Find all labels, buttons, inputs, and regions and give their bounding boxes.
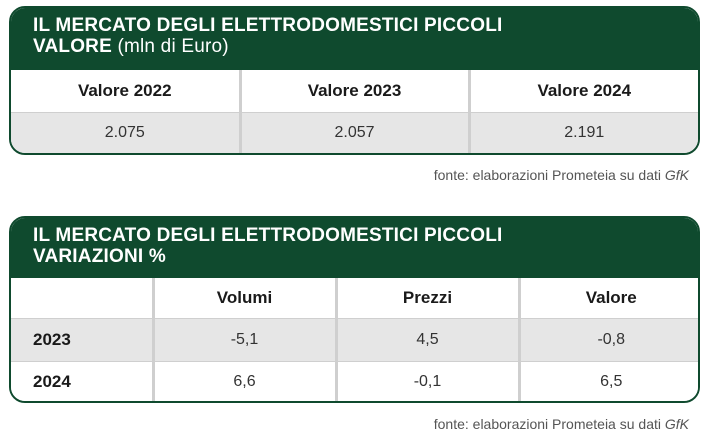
- table-cell: 6,6: [151, 360, 336, 401]
- table-header-row: Valore 2022 Valore 2023 Valore 2024: [11, 70, 698, 112]
- variazioni-table: Volumi Prezzi Valore 2023 -5,1 4,5 -0,8 …: [11, 278, 698, 401]
- source-text: fonte: elaborazioni Prometeia su dati: [433, 167, 661, 183]
- variazioni-title-line1: IL MERCATO DEGLI ELETTRODOMESTICI PICCOL…: [33, 225, 503, 246]
- variazioni-table-box: IL MERCATO DEGLI ELETTRODOMESTICI PICCOL…: [9, 216, 700, 403]
- source-note-2: fonte: elaborazioni Prometeia su dati Gf…: [434, 416, 689, 432]
- valore-table: Valore 2022 Valore 2023 Valore 2024 2.07…: [11, 70, 698, 153]
- table-cell: 6,5: [517, 360, 698, 401]
- source-note-1: fonte: elaborazioni Prometeia su dati Gf…: [434, 167, 689, 183]
- valore-title-line1: IL MERCATO DEGLI ELETTRODOMESTICI PICCOL…: [33, 15, 503, 36]
- table-cell: 2.191: [467, 111, 698, 153]
- table-cell: -5,1: [151, 317, 336, 361]
- table-cell: -0,8: [517, 317, 698, 361]
- table-header-row: Volumi Prezzi Valore: [11, 278, 698, 318]
- source-brand: GfK: [664, 167, 689, 183]
- valore-table-header: IL MERCATO DEGLI ELETTRODOMESTICI PICCOL…: [11, 8, 698, 70]
- valore-title-line2: VALORE (mln di Euro): [33, 36, 698, 57]
- row-year: 2023: [11, 317, 153, 361]
- valore-table-box: IL MERCATO DEGLI ELETTRODOMESTICI PICCOL…: [9, 6, 700, 155]
- column-header: Valore 2022: [11, 70, 240, 112]
- source-brand: GfK: [664, 416, 689, 432]
- variazioni-title-line2: VARIAZIONI %: [33, 246, 166, 267]
- source-text: fonte: elaborazioni Prometeia su dati: [433, 416, 661, 432]
- table-row: 2023 -5,1 4,5 -0,8: [11, 317, 698, 361]
- column-header: Valore 2024: [467, 70, 698, 112]
- table-cell: 2.075: [11, 111, 240, 153]
- column-header: Volumi: [151, 278, 336, 318]
- table-row: 2.075 2.057 2.191: [11, 111, 698, 153]
- table-cell: 4,5: [334, 317, 519, 361]
- row-year: 2024: [11, 360, 153, 401]
- valore-title-unit: (mln di Euro): [117, 36, 229, 57]
- table-row: 2024 6,6 -0,1 6,5: [11, 360, 698, 401]
- column-header-empty: [11, 278, 153, 318]
- variazioni-table-header: IL MERCATO DEGLI ELETTRODOMESTICI PICCOL…: [11, 218, 698, 278]
- column-header: Valore 2023: [238, 70, 469, 112]
- valore-title-bold: VALORE: [33, 36, 112, 57]
- column-header: Valore: [517, 278, 698, 318]
- table-cell: 2.057: [238, 111, 469, 153]
- column-header: Prezzi: [334, 278, 519, 318]
- table-cell: -0,1: [334, 360, 519, 401]
